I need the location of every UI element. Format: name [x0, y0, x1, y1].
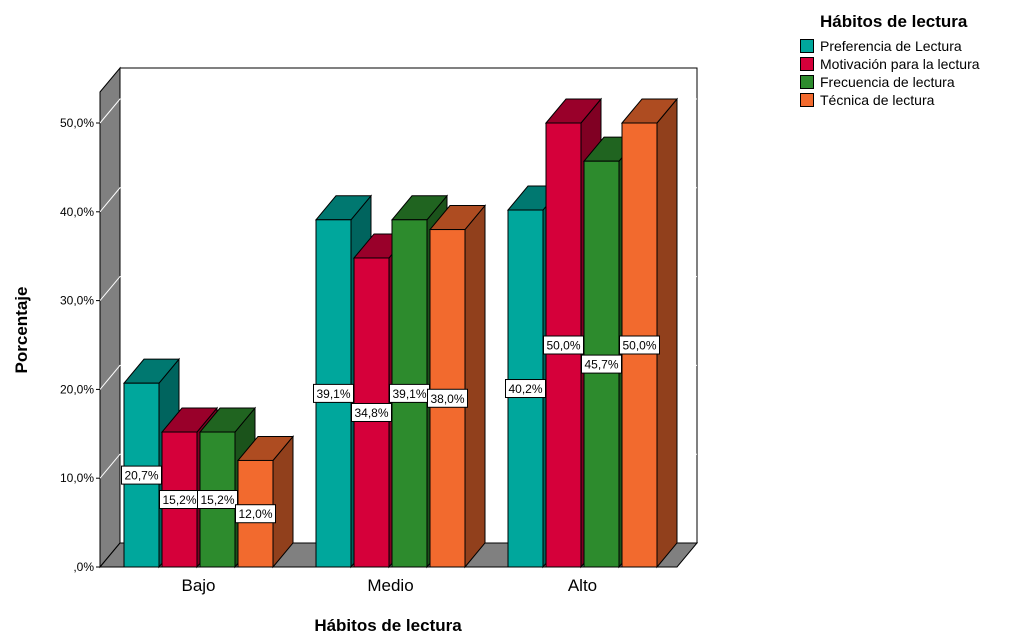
- data-label: 45,7%: [584, 358, 618, 372]
- gridline: [99, 453, 697, 479]
- y-tick-label: 30,0%: [60, 294, 94, 308]
- legend: Hábitos de lectura Preferencia de Lectur…: [800, 12, 980, 109]
- legend-item-preferencia: Preferencia de Lectura: [800, 37, 980, 55]
- data-label-box: [197, 490, 238, 510]
- data-label: 12,0%: [238, 507, 272, 521]
- data-label: 40,2%: [508, 382, 542, 396]
- data-label-box: [581, 354, 622, 374]
- data-label-box: [543, 335, 584, 355]
- legend-swatch: [800, 39, 814, 53]
- legend-item-frecuencia: Frecuencia de lectura: [800, 73, 980, 91]
- data-label-box: [351, 402, 392, 422]
- bar-side: [656, 97, 678, 569]
- data-label-box: [121, 465, 162, 485]
- bar-side: [464, 204, 486, 569]
- data-label-box: [505, 379, 546, 399]
- gridline: [99, 364, 697, 390]
- data-label-box: [313, 383, 354, 403]
- legend-swatch: [800, 57, 814, 71]
- y-tick-label: 20,0%: [60, 382, 94, 396]
- chart-side-wall: [99, 66, 121, 569]
- y-tick-label: ,0%: [73, 560, 94, 574]
- data-label: 15,2%: [162, 493, 196, 507]
- legend-label: Frecuencia de lectura: [820, 74, 955, 90]
- legend-item-tecnica: Técnica de lectura: [800, 91, 980, 109]
- legend-title: Hábitos de lectura: [820, 12, 968, 31]
- y-tick-label: 40,0%: [60, 205, 94, 219]
- y-tick-label: 10,0%: [60, 471, 94, 485]
- legend-item-motivacion: Motivación para la lectura: [800, 55, 980, 73]
- legend-swatch: [800, 75, 814, 89]
- data-label: 38,0%: [430, 392, 464, 406]
- data-label: 20,7%: [124, 469, 158, 483]
- x-category-label: Bajo: [181, 576, 215, 595]
- gridline: [99, 98, 697, 124]
- legend-swatch: [800, 93, 814, 107]
- y-tick-label: 50,0%: [60, 116, 94, 130]
- x-axis-title: Hábitos de lectura: [314, 616, 462, 635]
- data-label: 34,8%: [354, 406, 388, 420]
- x-category-label: Medio: [367, 576, 413, 595]
- data-label-box: [427, 388, 468, 408]
- data-label: 50,0%: [622, 339, 656, 353]
- data-label: 39,1%: [316, 387, 350, 401]
- x-category-label: Alto: [568, 576, 597, 595]
- gridline: [99, 187, 697, 213]
- data-label-box: [619, 335, 660, 355]
- data-label-box: [235, 504, 276, 524]
- legend-label: Preferencia de Lectura: [820, 38, 962, 54]
- legend-label: Técnica de lectura: [820, 92, 935, 108]
- data-label: 39,1%: [392, 387, 426, 401]
- legend-label: Motivación para la lectura: [820, 56, 980, 72]
- gridline: [99, 276, 697, 301]
- data-label: 50,0%: [546, 339, 580, 353]
- y-axis-title: Porcentaje: [12, 287, 31, 374]
- data-label: 15,2%: [200, 493, 234, 507]
